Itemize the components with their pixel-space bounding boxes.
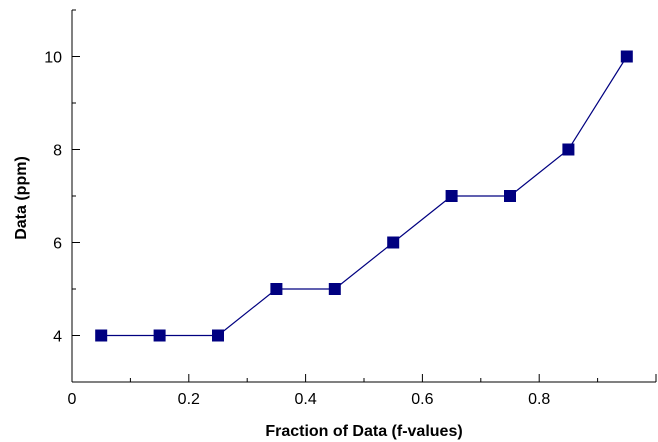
data-point-marker — [562, 143, 575, 156]
y-tick-label: 10 — [44, 50, 62, 67]
x-tick-label: 0.4 — [294, 391, 316, 408]
y-tick-label: 8 — [53, 143, 62, 160]
x-axis-title: Fraction of Data (f-values) — [265, 423, 462, 440]
data-point-marker — [328, 283, 341, 295]
x-tick-label: 0.8 — [528, 391, 550, 408]
x-tick-label: 0.2 — [178, 391, 200, 408]
data-point-marker — [620, 50, 633, 63]
y-tick-label: 6 — [53, 236, 62, 253]
series-line — [101, 56, 628, 337]
data-point-marker — [95, 329, 108, 342]
x-tick-label: 0 — [68, 391, 77, 408]
data-point-marker — [270, 283, 283, 295]
data-point-marker — [153, 329, 166, 342]
x-ticks: 0 0.2 0.4 0.6 0.8 — [68, 374, 657, 408]
x-tick-label: 0.6 — [411, 391, 433, 408]
data-point-marker — [387, 236, 400, 249]
data-point-marker — [212, 329, 224, 342]
data-point-marker — [504, 190, 516, 202]
y-ticks: 4 6 8 10 — [44, 9, 80, 383]
series — [95, 50, 633, 342]
y-axis-title: Data (ppm) — [13, 156, 30, 240]
data-point-marker — [445, 190, 458, 202]
axes — [71, 10, 656, 383]
y-tick-label: 4 — [53, 329, 62, 346]
